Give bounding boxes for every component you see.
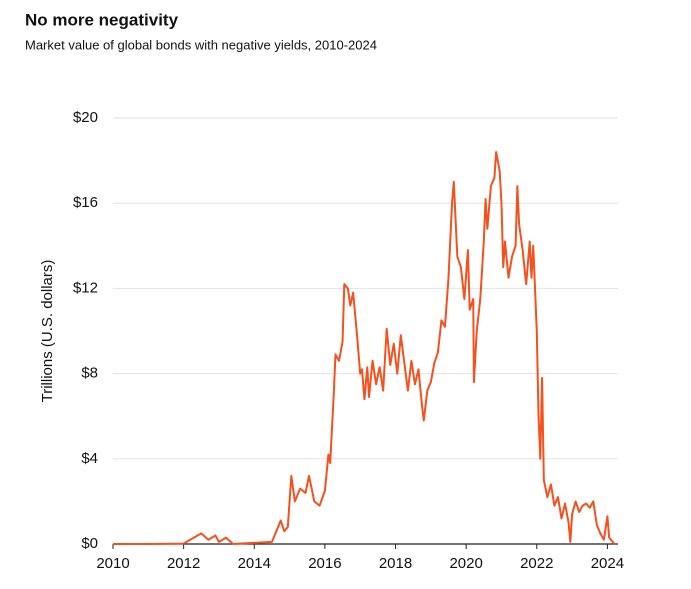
y-tick-label: $0 [81, 535, 98, 552]
x-tick-label: 2010 [96, 555, 129, 572]
y-tick-label: $16 [73, 194, 98, 211]
chart-title: No more negativity [25, 10, 179, 29]
x-tick-label: 2018 [379, 555, 412, 572]
chart-subtitle: Market value of global bonds with negati… [25, 37, 377, 52]
data-line [113, 151, 616, 545]
x-tick-label: 2012 [167, 555, 200, 572]
y-tick-label: $20 [73, 109, 98, 126]
x-tick-label: 2022 [520, 555, 553, 572]
y-axis-label: Trillions (U.S. dollars) [39, 260, 56, 403]
x-tick-label: 2016 [308, 555, 341, 572]
x-tick-label: 2014 [238, 555, 271, 572]
y-tick-label: $8 [81, 365, 98, 382]
x-tick-label: 2020 [449, 555, 482, 572]
y-tick-label: $12 [73, 279, 98, 296]
y-tick-label: $4 [81, 450, 98, 467]
x-tick-label: 2024 [591, 555, 624, 572]
